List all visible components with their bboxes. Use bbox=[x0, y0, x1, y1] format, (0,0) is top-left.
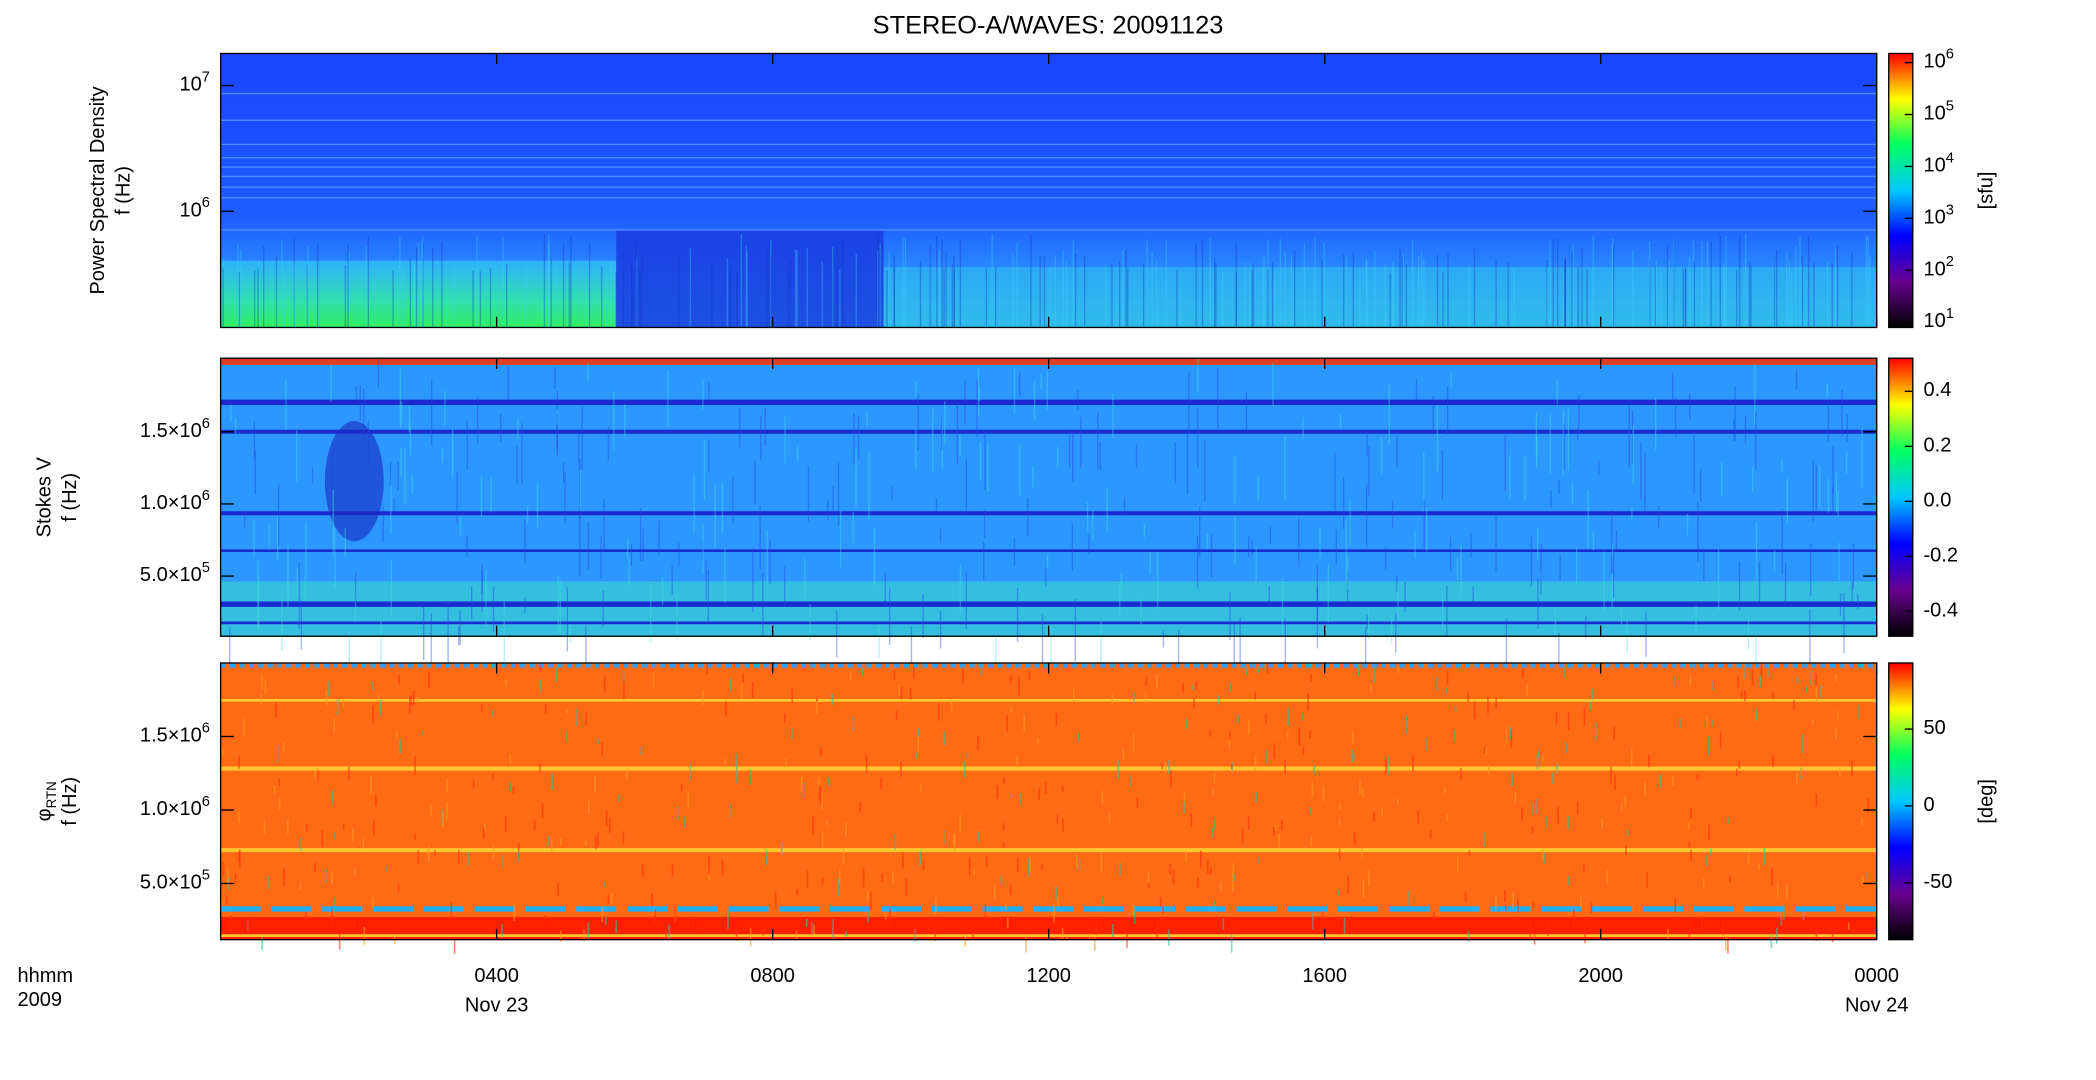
colorbar-tick-label: -0.4 bbox=[1923, 600, 1958, 622]
spectrogram-image bbox=[220, 662, 1877, 940]
y-tick-label: 5.0×105 bbox=[140, 867, 210, 893]
y-tick-label: 5.0×105 bbox=[140, 560, 210, 586]
x-tick-label: 0000 bbox=[1854, 965, 1899, 987]
colorbar-tick-label: -0.2 bbox=[1923, 545, 1958, 567]
colorbar-tick-label: 105 bbox=[1923, 98, 1953, 124]
colorbar-label: [sfu] bbox=[1976, 172, 1998, 210]
spectrogram-image bbox=[324, 421, 384, 542]
colorbar-tick-label: 0.2 bbox=[1923, 435, 1951, 457]
colorbar-tick-label: -50 bbox=[1923, 871, 1952, 893]
y-axis-label: f (Hz) bbox=[113, 166, 135, 215]
y-tick-label: 1.0×106 bbox=[140, 488, 210, 514]
y-axis-label: f (Hz) bbox=[59, 473, 81, 522]
x-tick-label: 2000 bbox=[1578, 965, 1623, 987]
spectrogram-image bbox=[220, 916, 1877, 940]
spectrogram-image bbox=[220, 260, 617, 328]
colorbar-tick-label: 0 bbox=[1923, 794, 1934, 816]
colorbar-tick-label: 103 bbox=[1923, 202, 1953, 228]
y-axis-label: f (Hz) bbox=[59, 777, 81, 826]
x-tick-label: 0400 bbox=[474, 965, 519, 987]
chart-title: STEREO-A/WAVES: 20091123 bbox=[873, 11, 1224, 39]
x-tick-label: 1200 bbox=[1026, 965, 1071, 987]
colorbar-tick-label: 0.4 bbox=[1923, 380, 1951, 402]
colorbar-tick-label: 101 bbox=[1923, 306, 1953, 332]
x-tick-label: 0800 bbox=[750, 965, 795, 987]
y-tick-label: 1.0×106 bbox=[140, 794, 210, 820]
y-tick-label: 107 bbox=[179, 69, 209, 95]
spectrogram-image bbox=[883, 267, 1877, 328]
colorbar bbox=[1888, 52, 1914, 329]
colorbar-tick-label: 0.0 bbox=[1923, 490, 1951, 512]
y-axis-label: φRTN bbox=[34, 781, 59, 821]
colorbar-tick-label: 102 bbox=[1923, 254, 1953, 280]
x-axis-label: hhmm bbox=[17, 965, 73, 987]
y-tick-label: 1.5×106 bbox=[140, 416, 210, 442]
y-tick-label: 106 bbox=[179, 195, 209, 221]
y-axis-label: Power Spectral Density bbox=[87, 86, 109, 294]
colorbar-label: [deg] bbox=[1976, 779, 1998, 824]
colorbar-tick-label: 106 bbox=[1923, 46, 1953, 72]
colorbar-tick-label: 104 bbox=[1923, 150, 1953, 176]
spectrogram-image bbox=[616, 229, 884, 328]
x-tick-label: 1600 bbox=[1302, 965, 1347, 987]
x-date-label: Nov 24 bbox=[1845, 995, 1908, 1017]
colorbar bbox=[1888, 357, 1914, 637]
x-axis-label: 2009 bbox=[17, 989, 62, 1011]
colorbar bbox=[1888, 662, 1914, 941]
y-tick-label: 1.5×106 bbox=[140, 720, 210, 746]
x-date-label: Nov 23 bbox=[465, 995, 528, 1017]
colorbar-tick-label: 50 bbox=[1923, 717, 1945, 739]
y-axis-label: Stokes V bbox=[34, 457, 56, 538]
